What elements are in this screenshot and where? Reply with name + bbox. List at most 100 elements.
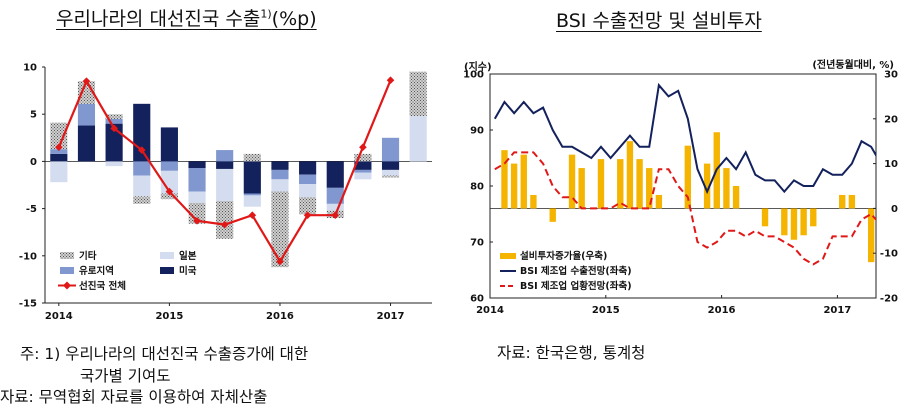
left-bar-us-4 <box>160 127 178 162</box>
right-invest-bar-32 <box>800 208 807 236</box>
left-bar-other-2 <box>105 114 123 119</box>
left-bar-europe-0 <box>50 149 68 154</box>
left-x-tick-label-0: 2014 <box>45 311 73 322</box>
left-bar-other-4 <box>160 193 178 200</box>
left-bar-europe-9 <box>299 174 317 185</box>
left-bar-us-11 <box>354 161 372 170</box>
left-total-marker-10 <box>331 211 340 220</box>
right-legend: 설비투자증가율(우축) BSI 제조업 수출전망(좌축) BSI 제조업 업황전망(… <box>500 250 632 292</box>
right-yr-tick-label-5: -20 <box>880 294 898 305</box>
left-bar-japan-9 <box>299 184 317 198</box>
right-invest-bar-22 <box>703 163 711 209</box>
right-yl-tick-label-2: 80 <box>470 182 484 193</box>
left-bar-europe-7 <box>243 193 261 196</box>
left-bar-europe-11 <box>354 169 372 173</box>
left-bar-europe-8 <box>271 169 289 180</box>
right-x-tick-label-2: 2016 <box>708 305 736 316</box>
right-invest-bar-37 <box>848 194 856 209</box>
left-total-marker-9 <box>303 211 312 220</box>
left-total-marker-5 <box>193 217 201 225</box>
left-bar-us-1 <box>77 125 96 162</box>
left-bar-us-8 <box>271 161 289 170</box>
right-invest-bar-3 <box>520 154 527 209</box>
right-legend-label-business: BSI 제조업 업황전망(좌축) <box>520 280 632 292</box>
left-bar-japan-8 <box>271 179 289 192</box>
right-invest-bar-20 <box>684 145 692 209</box>
left-legend-label-total: 선진국 전체 <box>79 280 126 292</box>
right-legend-label-invest: 설비투자증가율(우축) <box>520 250 607 262</box>
right-x-tick-label-3: 2017 <box>823 305 851 316</box>
right-invest-bar-6 <box>549 208 556 222</box>
right-invest-bar-8 <box>568 154 576 209</box>
right-invest-bar-1 <box>501 150 508 209</box>
left-legend-label-us: 미국 <box>179 265 197 277</box>
left-bar-other-5 <box>188 202 206 224</box>
left-bar-other-6 <box>216 201 234 239</box>
right-invest-bar-36 <box>839 194 846 209</box>
left-legend-label-japan: 일본 <box>179 250 197 262</box>
right-invest-bar-30 <box>781 208 788 236</box>
left-y-tick-label-1: 5 <box>30 110 37 121</box>
left-bar-europe-4 <box>160 161 178 171</box>
right-invest-bar-25 <box>732 186 740 209</box>
left-bar-europe-2 <box>105 118 123 124</box>
left-bar-europe-3 <box>133 161 151 176</box>
right-yr-tick-label-1: 20 <box>884 114 898 125</box>
left-x-tick-label-1: 2015 <box>155 311 183 322</box>
left-bar-other-7 <box>243 153 261 162</box>
right-invest-bar-17 <box>655 194 663 209</box>
left-legend-swatch-japan <box>160 252 174 259</box>
right-invest-bar-39 <box>867 208 875 263</box>
left-bar-other-3 <box>133 196 151 204</box>
left-bar-japan-5 <box>188 191 206 203</box>
right-invest-bar-33 <box>810 208 817 227</box>
left-bar-other-12 <box>381 175 400 178</box>
left-bar-us-5 <box>188 161 206 169</box>
right-invest-bar-16 <box>646 168 653 209</box>
right-x-tick-label-1: 2015 <box>592 305 620 316</box>
right-line-business <box>494 151 876 266</box>
left-bar-japan-0 <box>50 161 68 183</box>
left-bar-europe-10 <box>326 187 344 204</box>
left-bar-other-13 <box>409 71 427 117</box>
right-yl-tick-label-1: 90 <box>470 126 484 137</box>
left-chart-title-unit: (%p) <box>271 8 317 30</box>
left-bar-us-12 <box>381 161 400 170</box>
right-invest-bar-4 <box>530 194 537 209</box>
right-yl-tick-label-3: 70 <box>470 238 484 249</box>
left-legend-swatch-other <box>60 252 74 259</box>
left-bar-japan-2 <box>105 161 123 167</box>
left-bar-other-8 <box>271 191 289 268</box>
right-invest-bar-2 <box>510 163 518 209</box>
left-bar-us-0 <box>50 153 68 162</box>
left-bar-japan-4 <box>160 170 178 194</box>
right-invest-bar-9 <box>578 168 585 209</box>
right-ylabel-left: (지수) <box>464 60 492 73</box>
left-bar-japan-7 <box>243 195 261 207</box>
left-y-tick-label-2: 0 <box>30 157 37 168</box>
left-bar-us-7 <box>243 161 261 194</box>
left-bar-japan-11 <box>354 172 372 180</box>
left-bar-other-11 <box>354 153 372 162</box>
left-note-3: 자료: 무역협회 자료를 이용하여 자체산출 <box>0 388 268 406</box>
right-invest-bar-13 <box>617 159 624 209</box>
right-invest-bar-14 <box>626 141 634 209</box>
left-y-tick-label-4: -10 <box>19 251 37 262</box>
left-total-marker-12 <box>386 76 395 85</box>
left-bar-us-10 <box>326 161 344 188</box>
left-note-1: 주: 1) 우리나라의 대선진국 수출증가에 대한 <box>20 345 309 363</box>
left-legend-marker-total <box>63 281 71 290</box>
left-bar-japan-10 <box>326 203 344 211</box>
right-yl-tick-label-4: 60 <box>470 294 484 305</box>
left-bar-japan-13 <box>409 116 427 162</box>
right-yr-tick-label-4: -10 <box>880 249 898 260</box>
left-total-marker-8 <box>276 257 284 266</box>
right-invest-bar-31 <box>790 208 798 240</box>
left-legend-swatch-europe <box>60 267 74 274</box>
right-legend-label-export: BSI 제조업 수출전망(좌축) <box>520 265 632 277</box>
left-y-tick-label-5: -15 <box>19 299 37 310</box>
left-total-marker-11 <box>359 143 367 152</box>
right-line-export <box>493 82 876 195</box>
